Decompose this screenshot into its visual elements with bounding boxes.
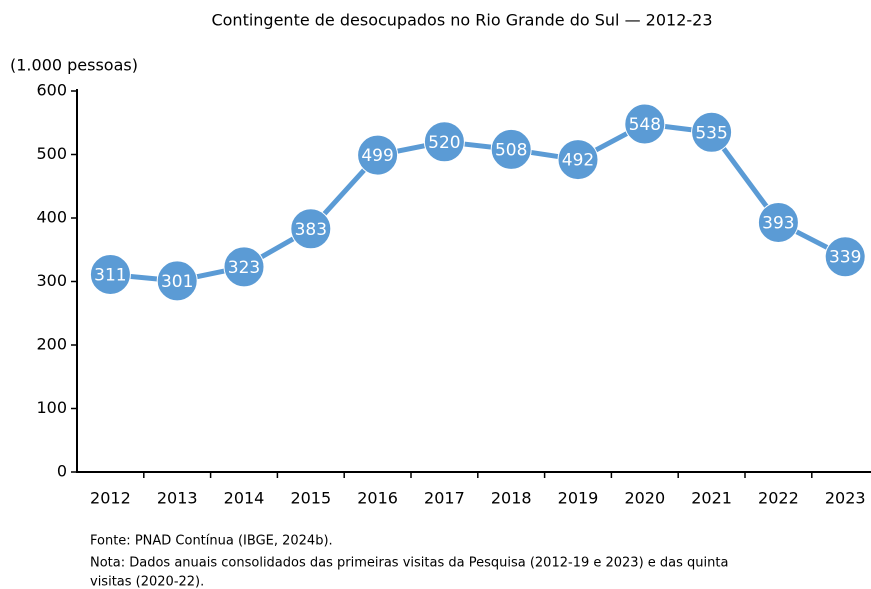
x-tick-label: 2019 <box>558 489 599 508</box>
x-tick-label: 2015 <box>290 489 331 508</box>
x-tick-label: 2016 <box>357 489 398 508</box>
y-axis-label: (1.000 pessoas) <box>10 56 138 75</box>
y-tick-label: 100 <box>36 398 67 417</box>
note-line: visitas (2020-22). <box>90 575 204 589</box>
data-label: 535 <box>695 123 727 143</box>
data-label: 492 <box>562 151 594 171</box>
y-tick-label: 500 <box>36 144 67 163</box>
marker <box>357 134 399 176</box>
marker <box>691 111 733 153</box>
data-label: 499 <box>361 146 393 166</box>
x-tick-label: 2017 <box>424 489 465 508</box>
marker <box>824 236 866 278</box>
marker <box>290 208 332 250</box>
data-label: 393 <box>762 213 794 233</box>
marker <box>557 139 599 181</box>
marker <box>423 121 465 163</box>
data-label: 383 <box>295 220 327 240</box>
x-tick-label: 2021 <box>691 489 732 508</box>
x-tick-label: 2023 <box>825 489 866 508</box>
data-label: 323 <box>228 258 260 278</box>
data-label: 339 <box>829 248 861 268</box>
line <box>110 121 847 284</box>
marker <box>757 201 799 243</box>
x-tick-label: 2014 <box>224 489 265 508</box>
data-label: 301 <box>161 272 193 292</box>
marker <box>89 254 131 296</box>
data-label: 508 <box>495 140 527 160</box>
y-tick-label: 600 <box>36 81 67 100</box>
marker <box>156 260 198 302</box>
x-tick-label: 2012 <box>90 489 131 508</box>
data-label: 311 <box>94 266 126 286</box>
x-tick-label: 2018 <box>491 489 532 508</box>
y-tick-label: 400 <box>36 208 67 227</box>
data-label: 548 <box>629 115 661 135</box>
source: Fonte: PNAD Contínua (IBGE, 2024b). <box>90 534 333 549</box>
marker <box>624 103 666 145</box>
x-tick-label: 2022 <box>758 489 799 508</box>
y-tick-label: 200 <box>36 335 67 354</box>
chart-title: Contingente de desocupados no Rio Grande… <box>211 11 712 30</box>
note-line: Nota: Dados anuais consolidados das prim… <box>90 556 728 571</box>
data-label: 520 <box>428 133 460 153</box>
marker <box>490 128 532 170</box>
x-tick-label: 2013 <box>157 489 198 508</box>
x-tick-label: 2020 <box>624 489 665 508</box>
marker <box>223 246 265 288</box>
y-tick-label: 300 <box>36 271 67 290</box>
y-tick-label: 0 <box>57 462 67 481</box>
